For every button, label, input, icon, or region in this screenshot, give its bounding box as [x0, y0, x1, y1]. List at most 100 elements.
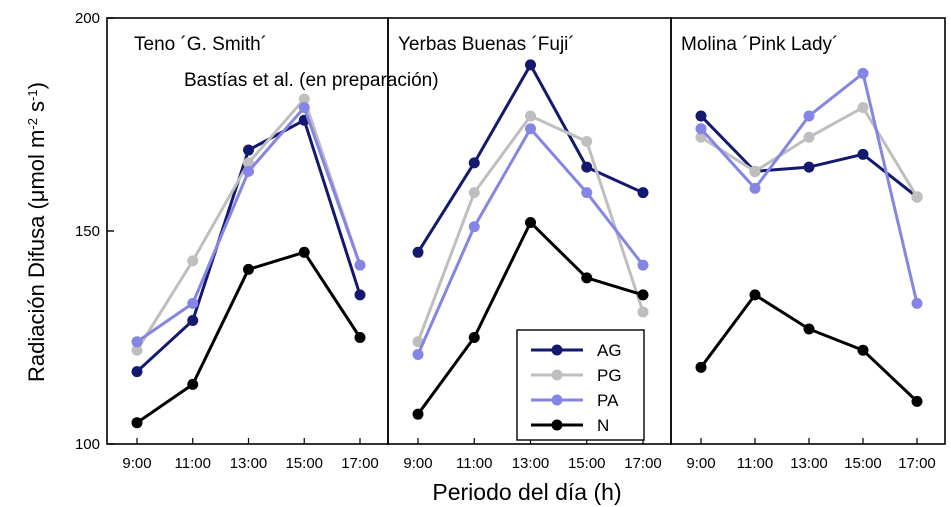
- data-point-pg: [187, 255, 199, 267]
- data-point-n: [749, 289, 761, 301]
- data-point-ag: [525, 59, 536, 71]
- x-tick-label: 9:00: [686, 455, 715, 472]
- data-point-pa: [412, 349, 424, 361]
- panel-frames: [106, 17, 946, 445]
- data-point-ag: [857, 148, 869, 160]
- series-line-pa: [699, 71, 919, 304]
- data-point-n: [187, 378, 199, 390]
- panel-title: Teno ´G. Smith´: [134, 34, 267, 55]
- legend-swatch-marker: [551, 394, 563, 406]
- data-point-pa: [581, 187, 593, 199]
- data-point-pg: [803, 131, 815, 143]
- data-point-pa: [131, 336, 143, 348]
- legend-box: [516, 329, 645, 441]
- data-point-pa: [637, 259, 649, 271]
- data-point-n: [803, 323, 815, 335]
- data-point-pa: [911, 297, 923, 309]
- x-tick-label: 13:00: [512, 455, 550, 472]
- data-point-pg: [525, 110, 536, 122]
- data-point-pg: [695, 131, 707, 143]
- series-line-pg: [416, 114, 645, 343]
- data-point-ag: [695, 110, 707, 122]
- series-line-n: [699, 293, 919, 403]
- series-layer: [131, 59, 923, 429]
- legend-entry-pg: PG: [597, 366, 622, 385]
- data-point-ag: [131, 366, 143, 378]
- panel-frame: [670, 17, 946, 445]
- series-line-n: [136, 250, 362, 424]
- annotation: Bastías et al. (en preparación): [184, 70, 439, 91]
- data-point-ag: [187, 314, 199, 326]
- data-point-n: [243, 263, 254, 275]
- data-point-pg: [131, 344, 143, 356]
- y-tick-label: 200: [75, 10, 100, 27]
- y-tick-label: 150: [75, 223, 100, 240]
- data-point-n: [911, 395, 923, 407]
- data-point-n: [412, 408, 424, 420]
- data-point-pg: [581, 136, 593, 148]
- x-tick-label: 15:00: [844, 455, 882, 472]
- x-tick-label: 15:00: [285, 455, 323, 472]
- x-tick-label: 17:00: [898, 455, 936, 472]
- x-tick-label: 11:00: [175, 455, 211, 472]
- y-tick-label: 100: [75, 436, 100, 453]
- data-point-ag: [243, 144, 254, 156]
- data-point-pg: [911, 191, 923, 203]
- data-point-pa: [243, 165, 254, 177]
- x-tick-label: 17:00: [341, 455, 379, 472]
- series-line-pa: [416, 127, 645, 356]
- legend-swatch-marker: [551, 344, 563, 356]
- data-point-pg: [412, 336, 424, 348]
- data-point-ag: [581, 161, 593, 173]
- data-point-ag: [468, 157, 480, 169]
- x-tick-label: 11:00: [456, 455, 492, 472]
- data-point-pa: [857, 67, 869, 79]
- data-point-pg: [468, 187, 480, 199]
- x-tick-label: 17:00: [624, 455, 662, 472]
- data-point-n: [525, 216, 536, 228]
- data-point-pg: [298, 93, 310, 105]
- x-tick-label: 9:00: [122, 455, 151, 472]
- data-point-n: [857, 344, 869, 356]
- x-tick-label: 15:00: [568, 455, 606, 472]
- data-point-ag: [412, 246, 424, 258]
- data-point-pa: [803, 110, 815, 122]
- data-point-n: [695, 361, 707, 373]
- data-point-pa: [298, 101, 310, 113]
- legend-entry-pa: PA: [597, 391, 619, 410]
- data-point-ag: [354, 289, 366, 301]
- panel-title: Yerbas Buenas ´Fuji´: [398, 34, 575, 55]
- data-point-ag: [637, 187, 649, 199]
- data-point-pa: [187, 297, 199, 309]
- data-point-pa: [749, 182, 761, 194]
- data-point-n: [354, 332, 366, 343]
- legend: AG PG PA N: [516, 329, 645, 441]
- data-point-pg: [749, 165, 761, 177]
- legend-entry-ag: AG: [597, 341, 622, 360]
- x-tick-label: 13:00: [230, 455, 268, 472]
- data-point-pa: [468, 221, 480, 233]
- data-point-ag: [803, 161, 815, 173]
- x-axis-label: Periodo del día (h): [432, 479, 621, 505]
- data-point-pa: [354, 259, 366, 271]
- series-line-pg: [135, 97, 362, 352]
- y-axis-label: Radiación Difusa (μmol m-2 s-1): [24, 82, 49, 382]
- legend-swatch-marker: [551, 369, 563, 381]
- series-line-pa: [136, 105, 362, 343]
- x-tick-label: 9:00: [403, 455, 432, 472]
- data-point-pa: [525, 123, 536, 135]
- data-point-pg: [243, 157, 254, 169]
- data-point-n: [298, 246, 310, 258]
- data-point-pg: [857, 101, 869, 113]
- data-point-pa: [695, 123, 707, 135]
- legend-entry-n: N: [597, 416, 609, 435]
- legend-swatch-marker: [551, 419, 563, 431]
- data-point-n: [581, 272, 593, 284]
- data-point-n: [637, 289, 649, 301]
- data-point-pg: [637, 306, 649, 318]
- panel-title: Molina ´Pink Lady´: [681, 34, 838, 55]
- data-point-n: [131, 417, 143, 429]
- ticks-layer: 100 150 200 9:00 11:00 13:00 15:00 17:00 Teno ´G…: [75, 10, 936, 472]
- x-tick-label: 13:00: [790, 455, 828, 472]
